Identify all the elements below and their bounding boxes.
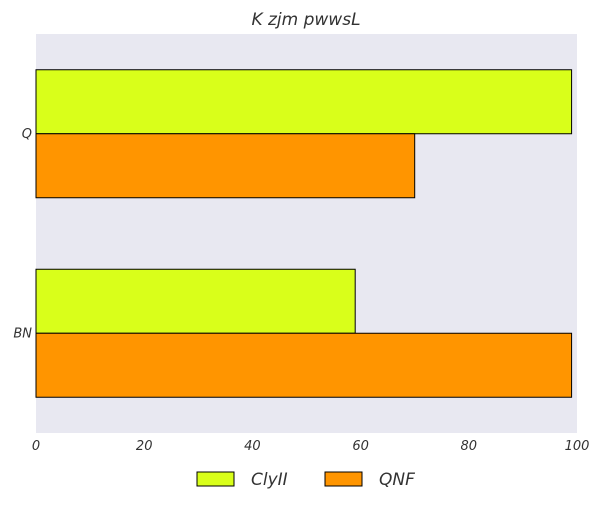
bar-clyii-bn [35,268,356,334]
x-axis-ticks: 0 20 40 60 80 100 [32,439,590,454]
bar-qnf-q [35,133,416,199]
x-tick-label: 40 [244,439,261,454]
x-tick-label: 80 [461,439,478,454]
bars-group [35,69,573,398]
chart-title: K zjm pwwsL [251,10,360,30]
legend: ClyII QNF [196,470,415,490]
y-axis-ticks: Q BN [13,127,32,342]
legend-label-qnf: QNF [379,470,415,490]
y-tick-label: Q [22,127,32,142]
legend-label-clyii: ClyII [251,470,288,490]
bar-qnf-bn [35,332,573,398]
x-tick-label: 100 [565,439,590,454]
y-tick-label: BN [13,326,32,341]
legend-swatch-clyii [196,471,235,487]
x-tick-label: 0 [32,439,40,454]
legend-swatch-qnf [324,471,363,487]
bar-clyii-q [35,69,573,135]
x-tick-label: 20 [136,439,153,454]
x-tick-label: 60 [352,439,369,454]
